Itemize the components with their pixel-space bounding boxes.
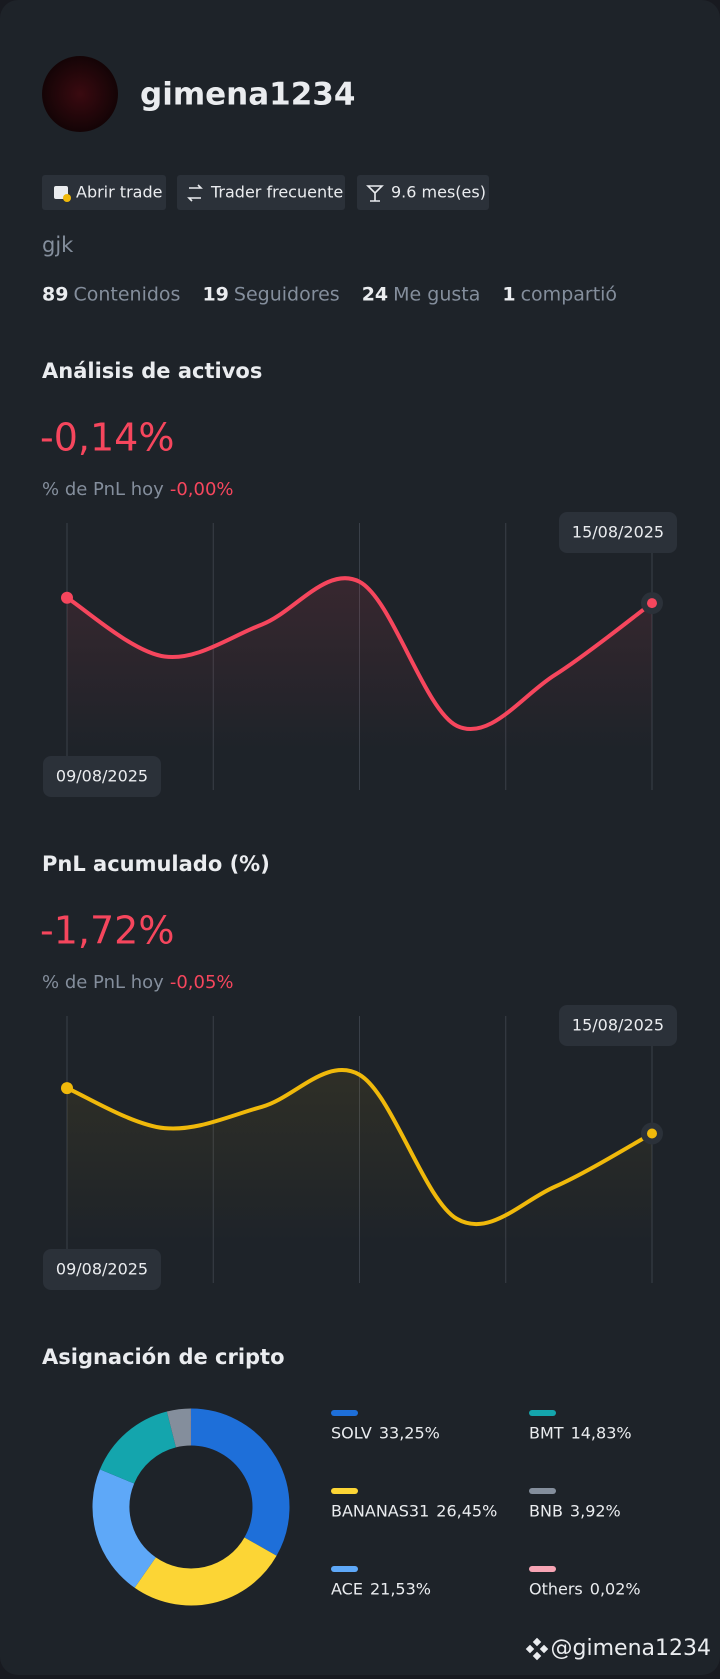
badge-text: Abrir trade xyxy=(76,183,162,202)
badge: Abrir trade xyxy=(42,175,166,210)
section-title: Análisis de activos xyxy=(42,359,262,383)
legend-name: SOLV xyxy=(331,1424,372,1443)
end-point xyxy=(647,598,657,608)
headline-value: -0,14% xyxy=(40,416,174,460)
badge-text: Trader frecuente xyxy=(210,183,343,202)
section-title: PnL acumulado (%) xyxy=(42,852,270,876)
legend-name: BMT xyxy=(529,1424,564,1443)
legend-swatch xyxy=(331,1566,358,1572)
stat-count: 24 xyxy=(362,284,388,306)
section-title: Asignación de cripto xyxy=(42,1345,285,1369)
date-tooltip-text: 09/08/2025 xyxy=(56,1260,148,1279)
legend-value: 26,45% xyxy=(436,1502,497,1521)
start-point xyxy=(61,592,73,604)
legend-name: Others xyxy=(529,1580,583,1599)
avatar[interactable] xyxy=(42,56,118,132)
watermark-text: @gimena1234 xyxy=(551,1636,711,1661)
legend-swatch xyxy=(529,1410,556,1416)
legend-name: BANANAS31 xyxy=(331,1502,429,1521)
bio: gjk xyxy=(42,233,74,257)
badge-text: 9.6 mes(es) xyxy=(391,183,486,202)
stat-label: Me gusta xyxy=(393,284,480,306)
headline-value: -1,72% xyxy=(40,909,174,953)
legend-name: BNB xyxy=(529,1502,563,1521)
legend-swatch xyxy=(529,1488,556,1494)
badge: 9.6 mes(es) xyxy=(357,175,489,210)
start-point xyxy=(61,1082,73,1094)
stat-count: 1 xyxy=(502,284,515,306)
legend-value: 21,53% xyxy=(370,1580,431,1599)
legend-swatch xyxy=(331,1410,358,1416)
date-tooltip-text: 15/08/2025 xyxy=(572,523,664,542)
watermark: @gimena1234 xyxy=(526,1636,711,1661)
stat-label: Seguidores xyxy=(234,284,340,306)
badge: Trader frecuente xyxy=(177,175,345,210)
pnl-value: -0,00% xyxy=(170,479,234,500)
donut-segment xyxy=(171,1427,191,1429)
username: gimena1234 xyxy=(140,77,355,113)
end-point xyxy=(647,1128,657,1138)
pnl-label: % de PnL hoy xyxy=(42,479,164,500)
legend-swatch xyxy=(331,1488,358,1494)
legend-value: 14,83% xyxy=(571,1424,632,1443)
date-tooltip-text: 09/08/2025 xyxy=(56,767,148,786)
legend-name: ACE xyxy=(331,1580,363,1599)
stat-label: compartió xyxy=(521,284,617,306)
legend-value: 33,25% xyxy=(379,1424,440,1443)
stat-label: Contenidos xyxy=(73,284,180,306)
stat-count: 19 xyxy=(202,284,228,306)
legend-value: 3,92% xyxy=(570,1502,621,1521)
legend-swatch xyxy=(529,1566,556,1572)
pnl-label: % de PnL hoy xyxy=(42,972,164,993)
pnl-value: -0,05% xyxy=(170,972,234,993)
date-tooltip-text: 15/08/2025 xyxy=(572,1016,664,1035)
legend-value: 0,02% xyxy=(590,1580,641,1599)
stat-count: 89 xyxy=(42,284,68,306)
